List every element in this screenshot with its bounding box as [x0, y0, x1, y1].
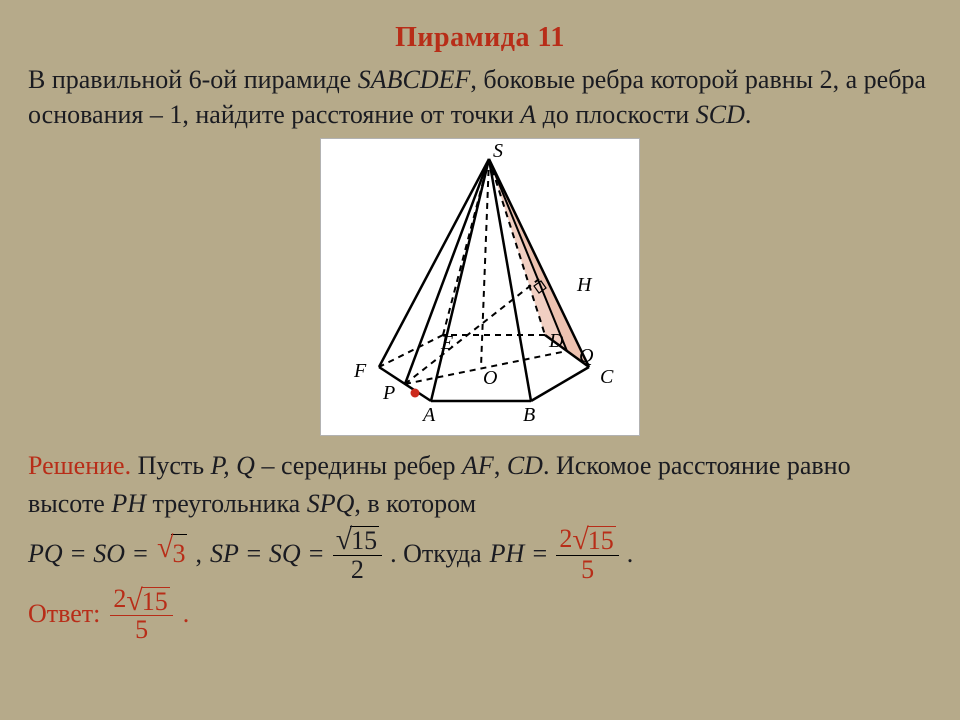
sol-CD: CD: [507, 451, 543, 480]
sol-1b: – середины ребер: [255, 451, 462, 480]
radical-icon: √: [157, 535, 173, 574]
label-P: P: [382, 382, 395, 404]
equation-row: PQ = SO = √3 , SP = SQ = √15 2 . Откуда …: [28, 525, 932, 583]
ans-arg: 15: [141, 587, 170, 615]
dot-1: .: [627, 535, 634, 573]
sol-SPQ: SPQ: [307, 489, 355, 518]
label-B: B: [523, 404, 535, 426]
frac-sqrt15-2: √15 2: [333, 525, 382, 583]
frac1-arg: 15: [350, 526, 379, 554]
label-Q: Q: [579, 345, 594, 367]
sol-PH: PH: [111, 489, 146, 518]
sol-1a: Пусть: [131, 451, 211, 480]
sol-PQ: P, Q: [211, 451, 255, 480]
whence: . Откуда: [390, 535, 482, 573]
frac2-coef: 2: [559, 524, 572, 553]
frac2-arg: 15: [587, 526, 616, 554]
point-P-marker: [411, 389, 420, 398]
radical-icon-4: √: [126, 588, 142, 616]
sqrt3-arg: 3: [171, 534, 187, 573]
ans-coef: 2: [113, 584, 126, 613]
slide: Пирамида 11 В правильной 6-ой пирамиде S…: [0, 0, 960, 720]
frac-2sqrt15-5: 2√15 5: [556, 525, 618, 583]
label-O: O: [483, 367, 497, 389]
radical-icon-2: √: [336, 527, 352, 555]
label-A: A: [421, 404, 436, 426]
solution-header: Решение.: [28, 451, 131, 480]
frac1-den: 2: [348, 556, 367, 583]
edge-SQ: [489, 159, 567, 351]
diagram-container: S H D Q C B A P F E O: [28, 138, 932, 441]
eq-pq: PQ = SO =: [28, 535, 149, 573]
sol-comma: ,: [494, 451, 507, 480]
label-C: C: [600, 366, 614, 388]
comma-1: ,: [195, 535, 202, 573]
pyramid-diagram: S H D Q C B A P F E O: [321, 139, 639, 435]
solution-sentence: Решение. Пусть P, Q – середины ребер AF,…: [28, 447, 932, 522]
sol-AF: AF: [462, 451, 494, 480]
problem-dot: .: [745, 100, 752, 129]
eq-sp: SP = SQ =: [210, 535, 325, 573]
sqrt3: √3: [157, 534, 187, 573]
label-E: E: [440, 332, 453, 354]
answer-row: Ответ: 2√15 5 .: [28, 585, 932, 643]
problem-text: В правильной 6-ой пирамиде SABCDEF, боко…: [28, 62, 932, 132]
eq-ph: PH =: [490, 535, 549, 573]
label-S: S: [493, 140, 503, 162]
answer-label: Ответ:: [28, 595, 100, 633]
sol-1d: треугольника: [146, 489, 307, 518]
edge-SD: [489, 159, 545, 335]
label-H: H: [576, 274, 593, 296]
edge-SA: [431, 159, 489, 401]
ans-den: 5: [132, 616, 151, 643]
problem-A: A: [520, 100, 536, 129]
problem-pyramid: SABCDEF: [358, 65, 471, 94]
label-D: D: [548, 330, 564, 352]
diagram-bg: S H D Q C B A P F E O: [320, 138, 640, 436]
label-F: F: [353, 360, 367, 382]
frac2-den: 5: [578, 556, 597, 583]
edge-BC: [531, 367, 589, 401]
answer-dot: .: [183, 595, 190, 633]
slide-title: Пирамида 11: [28, 22, 932, 54]
problem-plane: SCD: [696, 100, 745, 129]
answer-frac: 2√15 5: [110, 585, 172, 643]
solution-block: Решение. Пусть P, Q – середины ребер AF,…: [28, 447, 932, 643]
sol-1e: , в котором: [354, 489, 476, 518]
frac1-num: √15: [333, 525, 382, 556]
problem-1: В правильной 6-ой пирамиде: [28, 65, 358, 94]
edge-SF: [379, 159, 489, 367]
problem-3: до плоскости: [536, 100, 696, 129]
radical-icon-3: √: [572, 527, 588, 555]
ans-num: 2√15: [110, 585, 172, 616]
frac2-num: 2√15: [556, 525, 618, 556]
